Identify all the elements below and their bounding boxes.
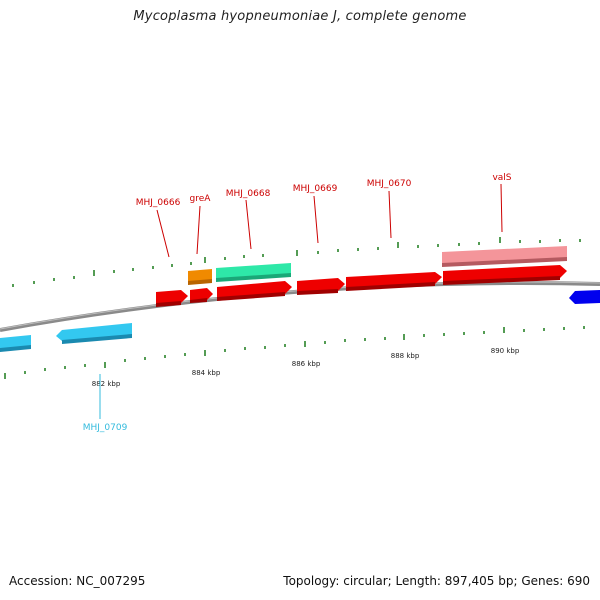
gene-feature-right-edge[interactable] [569, 290, 600, 304]
inner-ticks [4, 326, 585, 379]
gene-label-MHJ_0670[interactable]: MHJ_0670 [367, 179, 412, 189]
accession-text: Accession: NC_007295 [9, 574, 146, 588]
gene-feature-greA[interactable] [188, 269, 212, 285]
gene-feature-left-edge[interactable] [0, 335, 31, 352]
gene-feature-greA-cds[interactable] [190, 288, 213, 303]
map-title: Mycoplasma hyopneumoniae J, complete gen… [133, 9, 467, 24]
gene-label-greA[interactable]: greA [190, 194, 212, 204]
gene-feature-MHJ_0709[interactable] [56, 323, 132, 344]
gene-feature-MHJ_0668[interactable] [216, 263, 291, 282]
tick-label-884kbp: 884 kbp [192, 369, 221, 377]
tick-label-882kbp: 882 kbp [92, 380, 121, 388]
gene-feature-MHJ_0666[interactable] [156, 290, 188, 307]
tick-label-886kbp: 886 kbp [292, 360, 321, 368]
gene-feature-valS-cds[interactable] [443, 265, 567, 285]
label-connectors [156, 183, 503, 258]
gene-label-MHJ_0669[interactable]: MHJ_0669 [293, 184, 338, 194]
gene-label-MHJ_0709[interactable]: MHJ_0709 [83, 423, 128, 433]
gene-feature-MHJ_0669[interactable] [297, 278, 345, 295]
gene-feature-MHJ_0668-cds[interactable] [217, 281, 292, 301]
gene-feature-MHJ_0670[interactable] [346, 272, 442, 291]
genome-summary-text: Topology: circular; Length: 897,405 bp; … [283, 574, 590, 588]
gene-label-valS[interactable]: valS [492, 173, 511, 183]
outer-ticks [12, 237, 581, 287]
gene-feature-valS[interactable] [442, 246, 567, 267]
tick-label-890kbp: 890 kbp [491, 347, 520, 355]
gene-label-MHJ_0668[interactable]: MHJ_0668 [226, 189, 271, 199]
tick-label-888kbp: 888 kbp [391, 352, 420, 360]
gene-label-MHJ_0666[interactable]: MHJ_0666 [136, 198, 181, 208]
